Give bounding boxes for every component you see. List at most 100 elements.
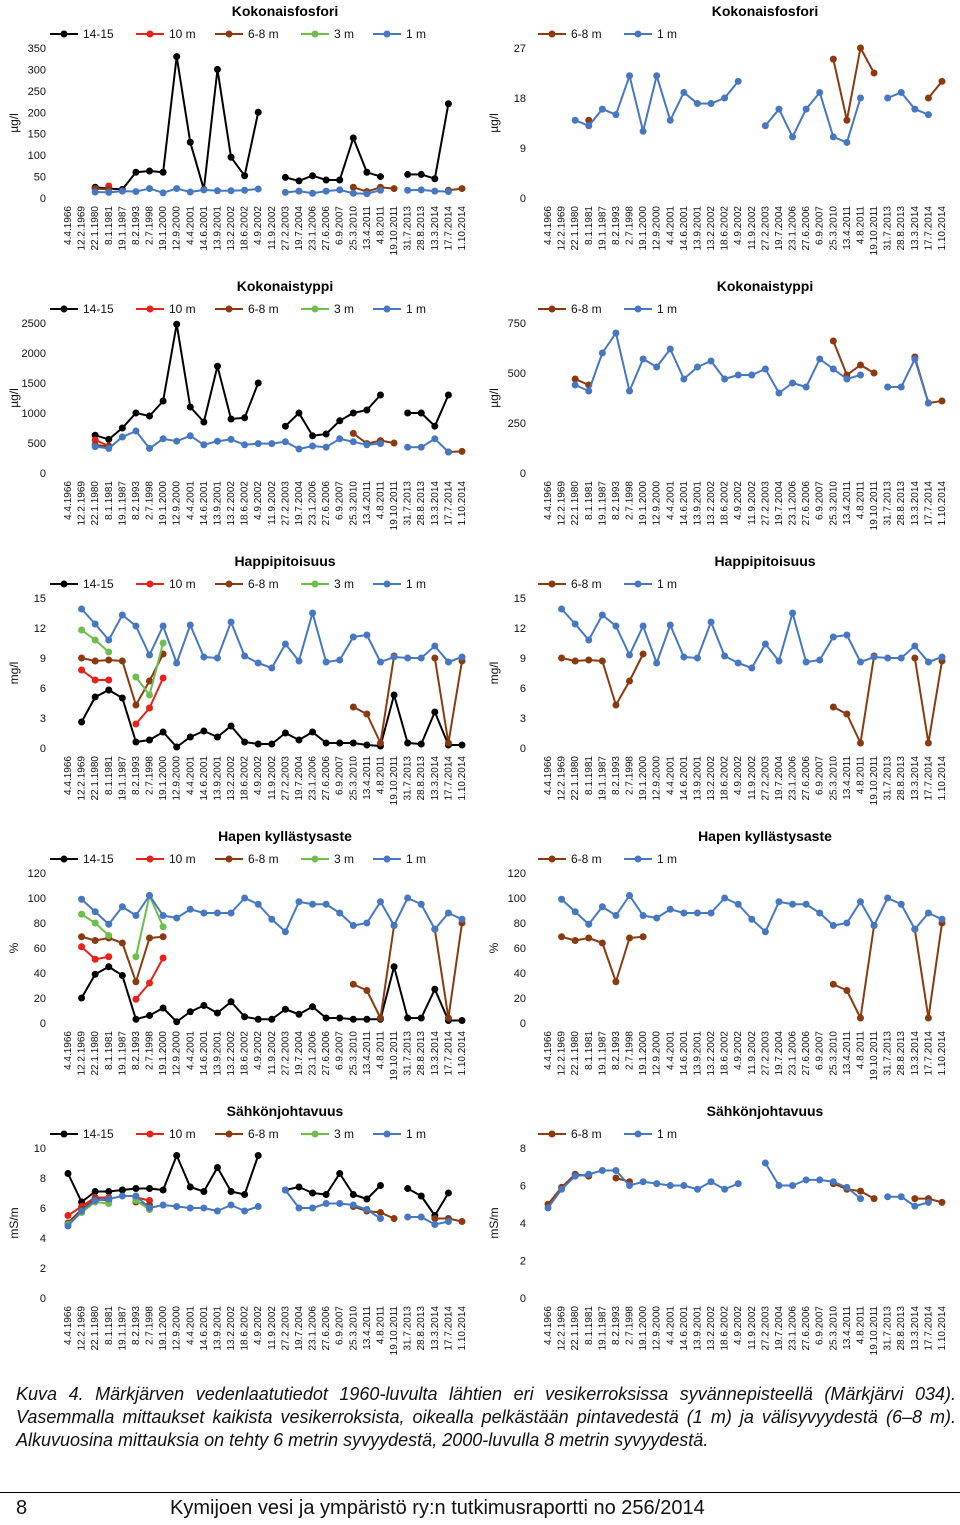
data-point [241,739,248,746]
data-point [803,901,810,908]
data-point [775,390,782,397]
data-point [241,1191,248,1198]
data-point [459,185,466,192]
data-point [146,1185,153,1192]
x-tick-label: 27.6.2006 [801,1306,812,1351]
x-tick-label: 12.9.2000 [172,481,183,526]
x-tick-label: 23.1.2006 [308,1306,319,1351]
data-point [667,346,674,353]
x-tick-label: 4.8.2011 [855,1306,866,1345]
data-point [653,915,660,922]
x-tick-label: 13.3.2014 [910,206,921,251]
data-point [214,187,221,194]
data-point [789,1182,796,1189]
data-point [336,1170,343,1177]
data-point [282,1187,289,1194]
data-point [92,189,99,196]
x-tick-label: 22.1.1980 [90,481,101,526]
x-tick-label: 23.1.2006 [308,1031,319,1076]
legend-label: 6-8 m [571,852,602,866]
series-segment [421,904,435,929]
y-tick-label: 0 [40,1018,46,1030]
series-segment [697,622,711,658]
x-tick-label: 11.9.2002 [267,756,278,800]
series-segment [657,625,671,663]
data-point [214,363,221,370]
data-point [762,1160,769,1167]
y-tick-label: 2 [520,1256,526,1268]
data-point [911,655,918,662]
series-segment [616,626,630,655]
data-point [843,920,850,927]
x-tick-label: 22.1.1980 [90,206,101,251]
legend-label: 10 m [169,302,196,316]
x-tick-label: 22.1.1980 [570,1306,581,1351]
data-point [255,901,262,908]
legend-marker [384,856,391,863]
data-point [803,1176,810,1183]
data-point [309,729,316,736]
data-point [871,70,878,77]
data-point [816,356,823,363]
y-tick-label: 0 [520,743,526,755]
legend-marker [61,856,68,863]
y-axis-label: mg/l [7,662,21,685]
data-point [404,1015,411,1022]
data-point [350,438,357,445]
x-tick-label: 19.1.2000 [638,1031,649,1076]
chart-title: Hapen kyllästysaste [698,828,832,844]
data-point [431,655,438,662]
data-point [160,640,167,647]
data-point [119,695,126,702]
data-point [857,95,864,102]
y-tick-label: 500 [508,368,526,380]
data-point [173,185,180,192]
data-point [132,996,139,1003]
x-tick-label: 2.7.1998 [625,1306,636,1345]
series-segment [711,622,725,656]
x-tick-label: 19.10.2011 [389,1031,400,1081]
data-point [431,1215,438,1222]
x-tick-label: 17.7.2014 [443,481,454,526]
data-point [173,915,180,922]
legend-item-3-m: 3 m [301,1127,354,1141]
data-point [323,659,330,666]
legend-item-6-8-m: 6-8 m [215,302,279,316]
x-tick-label: 23.1.2006 [788,481,799,526]
y-axis-label: % [7,942,21,953]
data-point [295,1184,302,1191]
x-tick-label: 4.9.2002 [733,1031,744,1070]
series-segment [82,974,96,998]
x-tick-label: 4.9.2002 [733,756,744,795]
data-point [268,440,275,447]
data-point [748,665,755,672]
chart-title: Hapen kyllästysaste [218,828,352,844]
data-point [925,400,932,407]
data-point [92,908,99,915]
series-segment [163,57,177,173]
data-point [323,444,330,451]
legend-marker [384,581,391,588]
data-point [459,1218,466,1225]
data-point [830,922,837,929]
x-tick-label: 31.7.2013 [403,1306,414,1351]
x-tick-label: 19.10.2011 [389,481,400,531]
data-point [309,610,316,617]
data-point [391,922,398,929]
series-segment [245,112,259,175]
series-segment [915,658,929,743]
data-point [830,338,837,345]
x-tick-label: 4.9.2002 [733,206,744,245]
data-point [187,1008,194,1015]
x-tick-label: 6.9.2007 [815,1031,826,1070]
data-point [735,901,742,908]
x-tick-label: 27.2.2003 [760,1306,771,1351]
data-point [228,187,235,194]
data-point [363,711,370,718]
legend-item-6-8-m: 6-8 m [538,577,602,591]
